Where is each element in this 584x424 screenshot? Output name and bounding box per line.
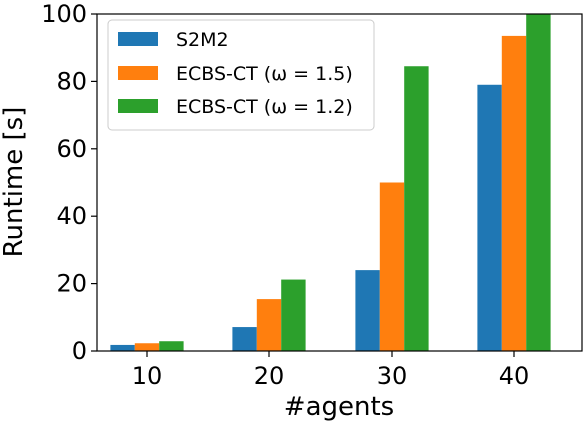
x-tick-label-10: 10	[132, 362, 163, 390]
bar-series-2-cat-20	[281, 279, 306, 351]
y-tick-label-60: 60	[56, 135, 87, 163]
x-axis-label: #agents	[284, 392, 394, 422]
legend-label-ecbs-ct-1-2: ECBS-CT (ω = 1.2)	[176, 96, 353, 118]
bar-series-0-cat-40	[477, 84, 502, 352]
bar-series-2-cat-40	[526, 14, 551, 351]
y-tick-label-40: 40	[56, 202, 87, 230]
y-axis: 0 20 40 60 80 100	[41, 0, 97, 365]
x-tick-label-40: 40	[499, 362, 530, 390]
bar-series-1-cat-40	[501, 35, 527, 352]
y-tick-label-20: 20	[56, 270, 87, 298]
legend: S2M2 ECBS-CT (ω = 1.5) ECBS-CT (ω = 1.2)	[107, 19, 375, 131]
y-tick-label-80: 80	[56, 67, 87, 95]
bars-group	[110, 14, 551, 352]
legend-swatch-ecbs-ct-1-2	[118, 99, 158, 113]
bar-series-1-cat-20	[256, 299, 282, 351]
x-tick-label-30: 30	[377, 362, 408, 390]
legend-label-s2m2: S2M2	[176, 29, 229, 51]
y-tick-label-0: 0	[72, 337, 87, 365]
legend-label-ecbs-ct-1-5: ECBS-CT (ω = 1.5)	[176, 63, 353, 85]
x-tick-label-20: 20	[254, 362, 285, 390]
bar-series-0-cat-10	[110, 344, 135, 351]
y-axis-label: Runtime [s]	[0, 107, 29, 258]
plot-frame	[96, 13, 583, 352]
y-tick-label-100: 100	[41, 0, 87, 28]
bar-series-2-cat-30	[404, 66, 429, 352]
bar-series-0-cat-30	[355, 270, 380, 351]
legend-box	[107, 19, 375, 131]
bar-series-1-cat-10	[134, 343, 160, 351]
x-axis: 10 20 30 40	[132, 351, 530, 390]
bar-series-1-cat-30	[379, 182, 405, 351]
bar-series-2-cat-10	[159, 341, 184, 351]
bar-series-0-cat-20	[232, 327, 257, 351]
legend-swatch-ecbs-ct-1-5	[118, 66, 158, 80]
legend-swatch-s2m2	[118, 32, 158, 46]
